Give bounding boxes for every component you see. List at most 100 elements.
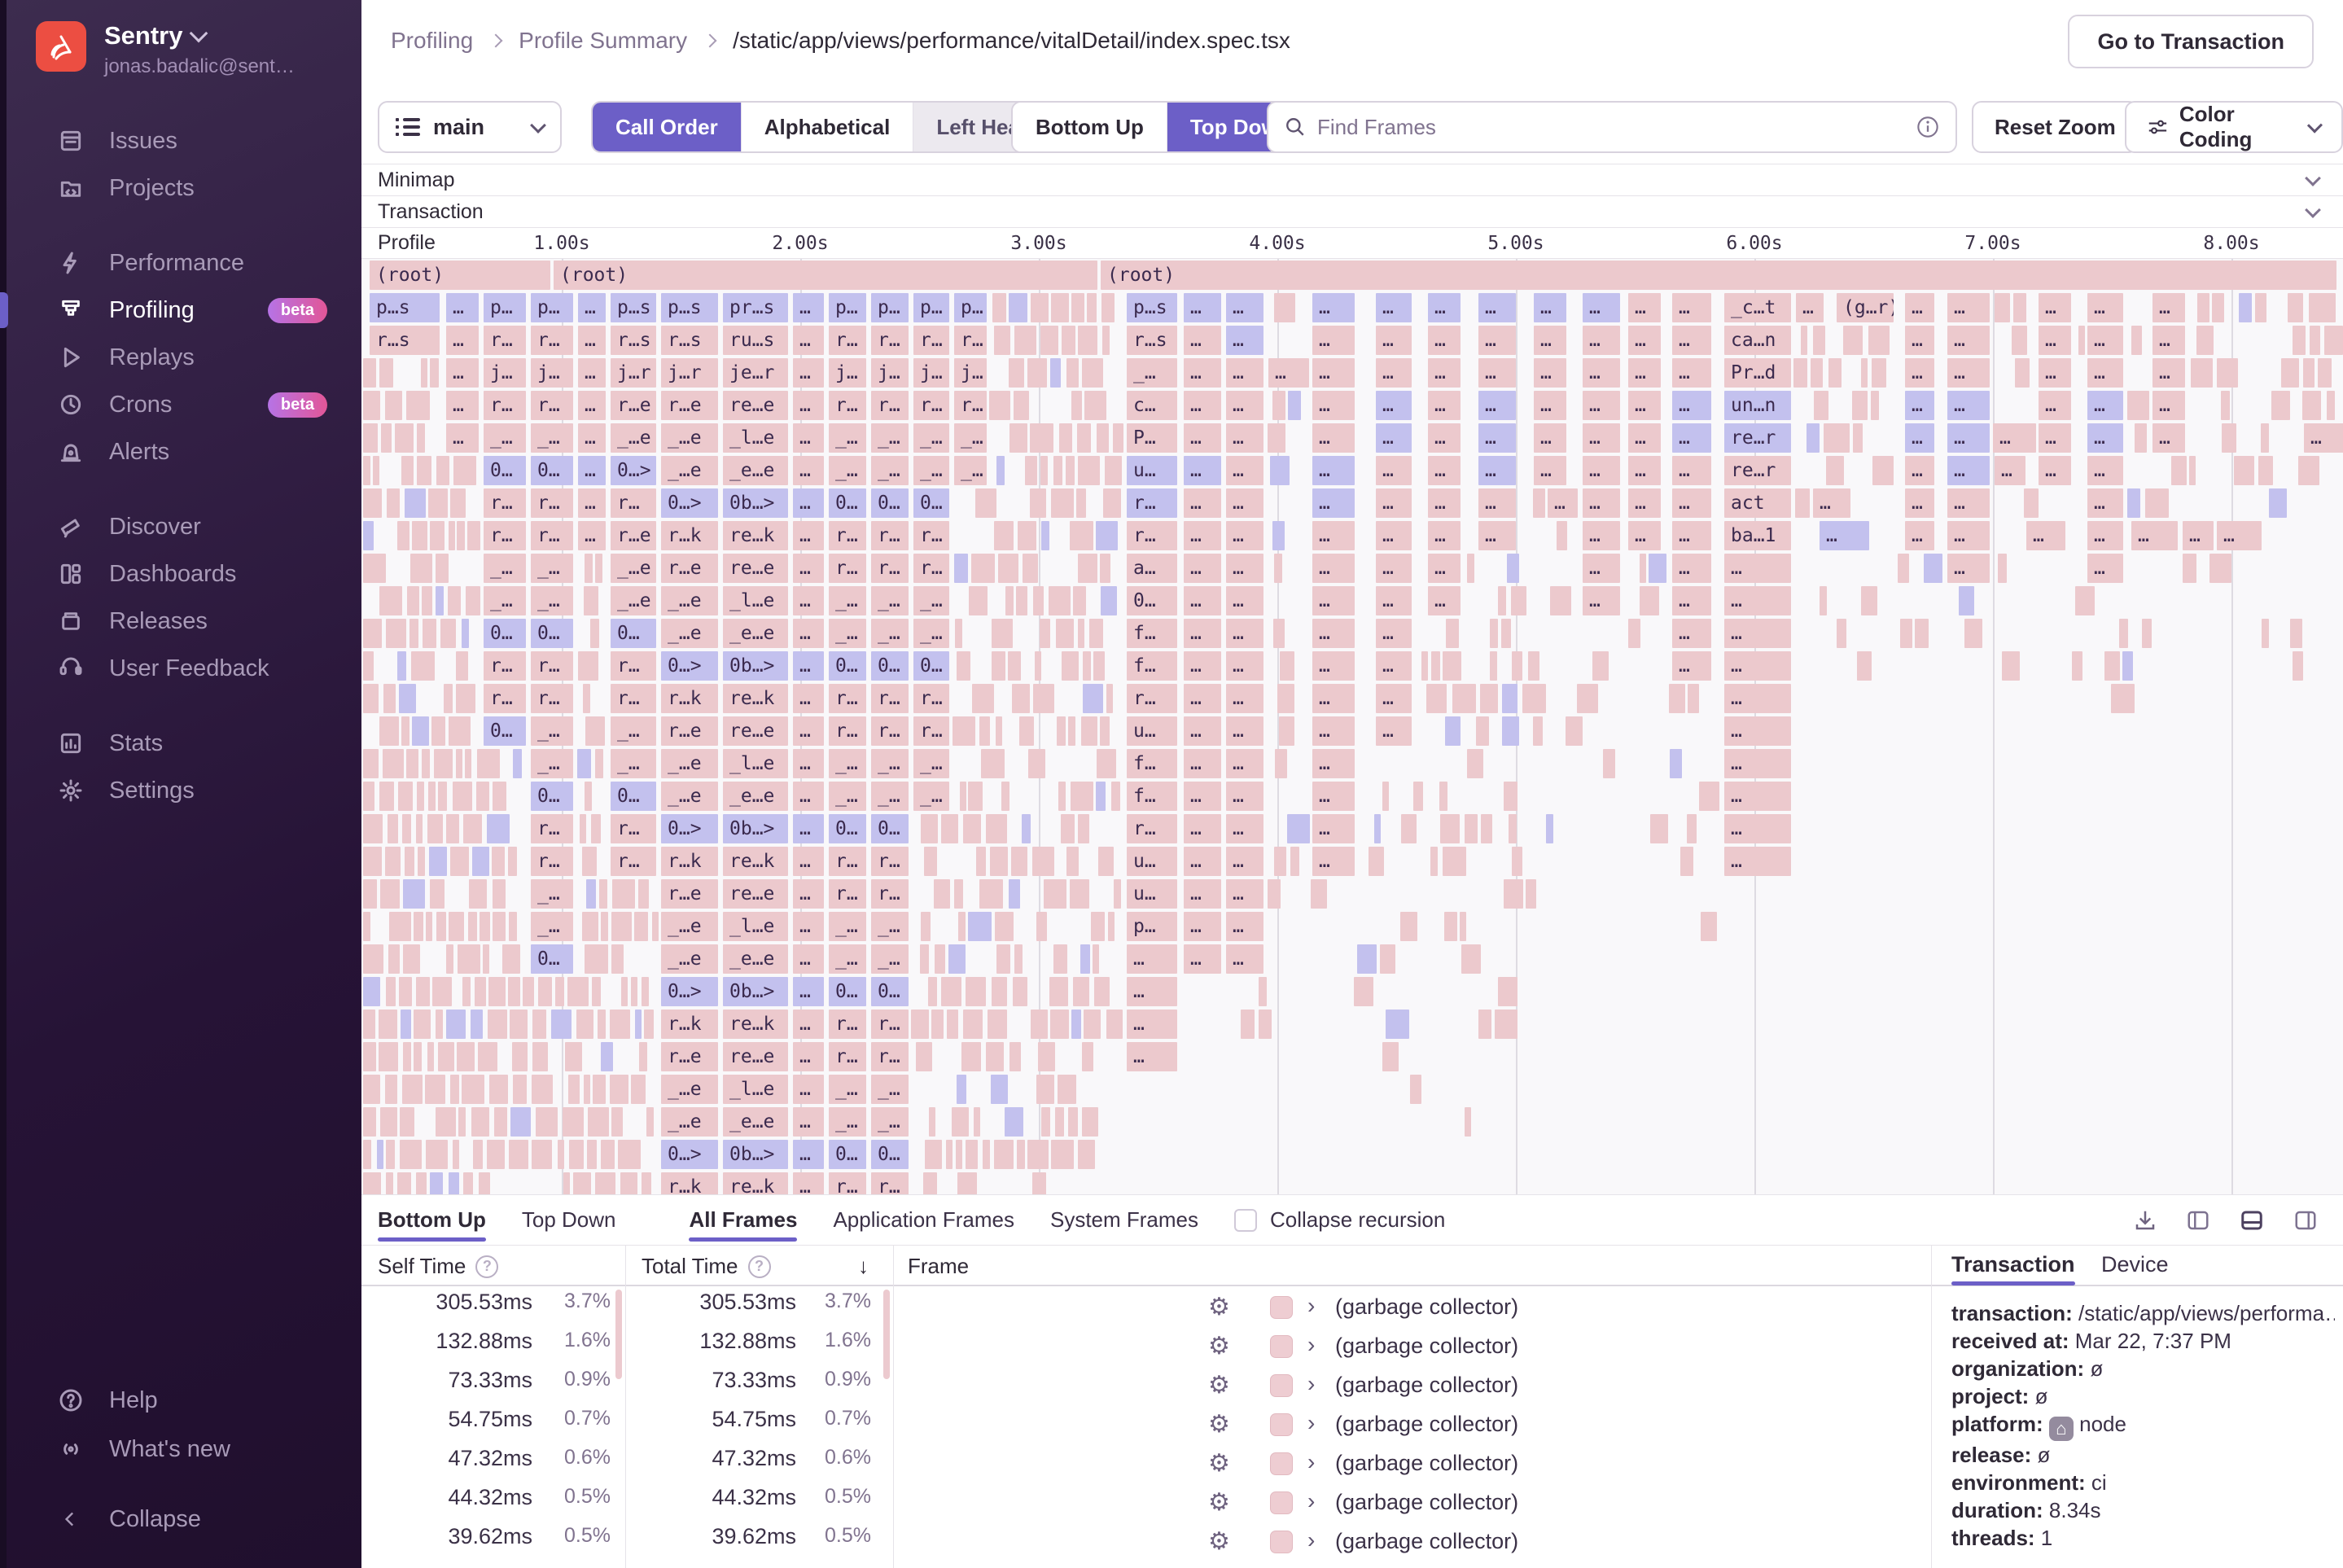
- flame-cell[interactable]: [1038, 1042, 1055, 1071]
- flame-cell[interactable]: [1959, 586, 1974, 615]
- flame-cell[interactable]: [992, 977, 1007, 1006]
- tab-top-down[interactable]: Top Down: [522, 1195, 616, 1245]
- flame-cell[interactable]: [1103, 488, 1121, 518]
- flame-cell[interactable]: [587, 1140, 597, 1169]
- flame-cell[interactable]: [585, 944, 608, 974]
- flame-cell[interactable]: [1275, 749, 1287, 778]
- flame-cell[interactable]: _…: [484, 423, 526, 453]
- flame-cell[interactable]: _…: [871, 456, 909, 485]
- flame-root-cell[interactable]: (root): [554, 261, 1097, 290]
- gear-icon[interactable]: ⚙: [1208, 1449, 1230, 1478]
- flame-cell[interactable]: [510, 1010, 528, 1039]
- flame-cell[interactable]: [1526, 879, 1536, 909]
- flame-cell[interactable]: [479, 1172, 490, 1195]
- flame-cell[interactable]: [385, 847, 401, 876]
- flame-cell[interactable]: [400, 1107, 414, 1137]
- flame-cell[interactable]: [1680, 847, 1693, 876]
- flame-cell[interactable]: r…: [829, 554, 866, 583]
- flame-cell[interactable]: [634, 912, 648, 941]
- flame-cell[interactable]: [1701, 912, 1717, 941]
- flame-cell[interactable]: [585, 782, 592, 811]
- flame-cell[interactable]: r…: [829, 684, 866, 713]
- flame-cell[interactable]: u…: [1127, 879, 1177, 909]
- flame-cell[interactable]: …: [1312, 814, 1355, 843]
- flame-cell[interactable]: [466, 586, 480, 615]
- sidebar-item-user-feedback[interactable]: User Feedback: [0, 645, 361, 692]
- flame-cell[interactable]: r…: [484, 521, 526, 550]
- flame-cell[interactable]: [595, 554, 602, 583]
- flame-cell[interactable]: _…e: [661, 1075, 718, 1104]
- flame-cell[interactable]: re…r: [1724, 423, 1791, 453]
- flame-cell[interactable]: [1017, 1140, 1025, 1169]
- flame-cell[interactable]: _l…e: [723, 749, 788, 778]
- flame-cell[interactable]: [446, 944, 453, 974]
- flame-cell[interactable]: [1528, 651, 1539, 681]
- flame-cell[interactable]: [1268, 879, 1281, 909]
- flame-cell[interactable]: _…: [1127, 358, 1177, 388]
- flame-cell[interactable]: [1915, 619, 1929, 648]
- flame-cell[interactable]: [646, 1107, 654, 1137]
- flame-cell[interactable]: [595, 749, 603, 778]
- flame-cell[interactable]: r…: [484, 651, 526, 681]
- flame-cell[interactable]: re…r: [1724, 456, 1791, 485]
- flame-cell[interactable]: [998, 554, 1018, 583]
- flame-cell[interactable]: …: [1226, 814, 1263, 843]
- flame-cell[interactable]: [1098, 847, 1114, 876]
- flame-cell[interactable]: [986, 814, 1007, 843]
- flame-cell[interactable]: r…: [611, 651, 656, 681]
- flame-cell[interactable]: [1108, 912, 1115, 941]
- flame-cell[interactable]: [1861, 358, 1868, 388]
- flame-cell[interactable]: [568, 1075, 580, 1104]
- flame-cell[interactable]: Pr…d: [1724, 358, 1791, 388]
- flame-cell[interactable]: [438, 782, 447, 811]
- flame-cell[interactable]: [1577, 684, 1598, 713]
- flame-cell[interactable]: r…: [1127, 488, 1177, 518]
- flame-cell[interactable]: …: [1724, 619, 1791, 648]
- flame-cell[interactable]: …: [793, 847, 824, 876]
- flame-cell[interactable]: 0…>: [661, 488, 718, 518]
- sidebar-item-discover[interactable]: Discover: [0, 503, 361, 550]
- flame-cell[interactable]: [2145, 488, 2169, 518]
- flame-cell[interactable]: [1533, 488, 1545, 518]
- flame-cell[interactable]: [1032, 1172, 1046, 1195]
- flame-cell[interactable]: [1101, 586, 1117, 615]
- flame-cell[interactable]: [601, 1140, 615, 1169]
- flame-cell[interactable]: 0…: [1127, 586, 1177, 615]
- flame-cell[interactable]: [966, 977, 986, 1006]
- flame-cell[interactable]: …: [1534, 293, 1566, 322]
- flame-cell[interactable]: …: [1428, 326, 1461, 355]
- flame-cell[interactable]: [1009, 879, 1020, 909]
- sidebar-item-stats[interactable]: Stats: [0, 720, 361, 767]
- flame-cell[interactable]: 0b…>: [723, 488, 788, 518]
- flame-cell[interactable]: …: [1312, 782, 1355, 811]
- flame-cell[interactable]: r…: [913, 391, 949, 420]
- flame-cell[interactable]: [988, 1010, 1007, 1039]
- flame-cell[interactable]: [1089, 619, 1103, 648]
- flame-cell[interactable]: [2119, 619, 2128, 648]
- flame-cell[interactable]: [512, 1042, 528, 1071]
- org-switcher[interactable]: Sentry jonas.badalic@sent…: [36, 21, 295, 78]
- flame-cell[interactable]: …: [1226, 944, 1263, 974]
- flame-cell[interactable]: 0…: [871, 488, 909, 518]
- flame-cell[interactable]: …: [1312, 293, 1355, 322]
- flame-cell[interactable]: [1439, 782, 1447, 811]
- flame-cell[interactable]: [487, 1140, 505, 1169]
- flame-cell[interactable]: …: [1947, 423, 1990, 453]
- flame-cell[interactable]: [1699, 782, 1719, 811]
- flame-cell[interactable]: [948, 944, 966, 974]
- flame-cell[interactable]: [1005, 586, 1014, 615]
- flame-cell[interactable]: [508, 977, 520, 1006]
- flame-cell[interactable]: [450, 488, 466, 518]
- flame-cell[interactable]: [431, 716, 445, 746]
- flame-cell[interactable]: [1073, 586, 1086, 615]
- flame-cell[interactable]: [934, 879, 950, 909]
- flame-cell[interactable]: pr…s: [723, 293, 788, 322]
- flame-cell[interactable]: [406, 391, 430, 420]
- flame-cell[interactable]: …: [1534, 456, 1566, 485]
- flame-cell[interactable]: …: [1376, 391, 1412, 420]
- flame-cell[interactable]: [2258, 456, 2273, 485]
- flame-cell[interactable]: _…: [871, 423, 909, 453]
- flame-cell[interactable]: [2318, 358, 2332, 388]
- flame-cell[interactable]: [380, 879, 400, 909]
- flame-cell[interactable]: [1027, 358, 1047, 388]
